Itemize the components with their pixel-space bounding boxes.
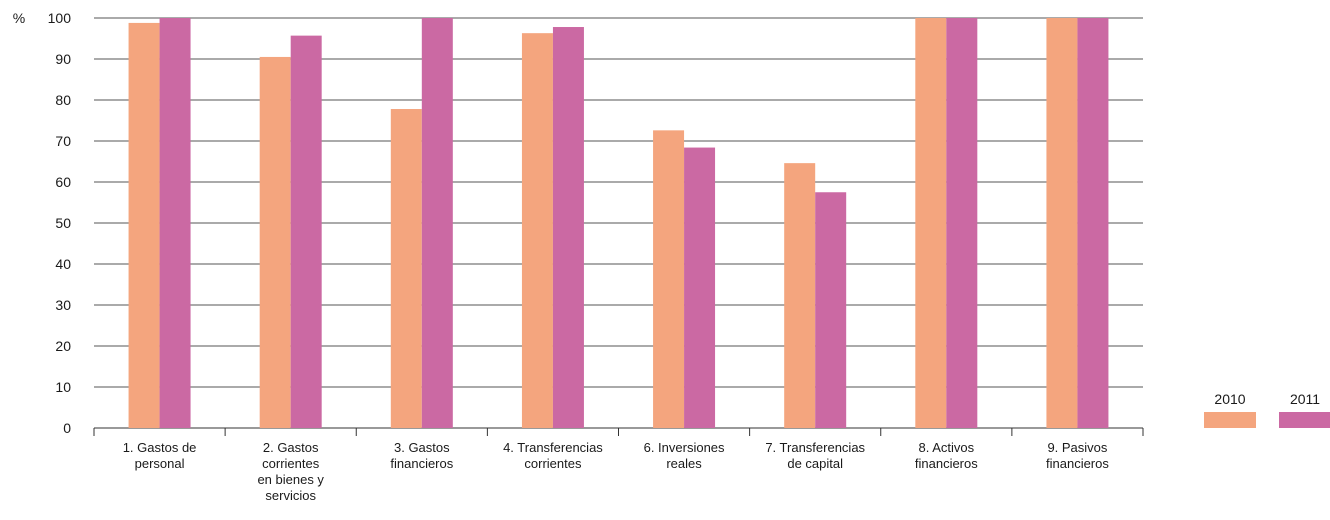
bar-2010-4 bbox=[521, 33, 553, 429]
y-tick-label: 90 bbox=[55, 51, 71, 67]
x-axis bbox=[93, 428, 1144, 436]
bar-2010-6 bbox=[784, 163, 816, 428]
y-tick-label: 50 bbox=[55, 215, 71, 231]
x-category-label: 3. Gastos financieros bbox=[390, 440, 453, 471]
bars bbox=[128, 18, 1109, 429]
bar-2011-7 bbox=[946, 18, 978, 428]
legend-swatch-2011 bbox=[1279, 412, 1330, 428]
legend-label-2011: 2011 bbox=[1290, 391, 1320, 407]
bar-2010-8 bbox=[1046, 18, 1078, 428]
y-tick-label: 40 bbox=[55, 256, 71, 272]
bar-2011-1 bbox=[159, 18, 191, 428]
bar-2011-8 bbox=[1077, 18, 1109, 428]
x-category-label: 2. Gastos corrientes en bienes y servicios bbox=[257, 440, 324, 503]
y-tick-label: 60 bbox=[55, 174, 71, 190]
y-tick-label: 100 bbox=[48, 10, 72, 26]
bar-2010-7 bbox=[915, 18, 947, 428]
bar-2010-3 bbox=[390, 109, 422, 429]
x-category-label: 7. Transferencias de capital bbox=[765, 440, 865, 471]
gridlines bbox=[94, 17, 1143, 429]
x-category-label: 8. Activos financieros bbox=[915, 440, 978, 471]
bar-2010-2 bbox=[259, 56, 291, 428]
bar-2011-3 bbox=[421, 18, 453, 428]
bar-2010-5 bbox=[653, 130, 685, 428]
y-tick-label: 20 bbox=[55, 338, 71, 354]
legend-swatch-2010 bbox=[1204, 412, 1256, 428]
y-tick-label: 30 bbox=[55, 297, 71, 313]
bar-2011-2 bbox=[290, 35, 322, 428]
x-category-label: 6. Inversiones reales bbox=[644, 440, 725, 471]
y-tick-label: 10 bbox=[55, 379, 71, 395]
y-axis: % 0 10 20 30 40 50 60 70 80 90 100 bbox=[13, 10, 71, 436]
y-unit-label: % bbox=[13, 10, 25, 26]
bar-2011-5 bbox=[684, 147, 716, 428]
y-tick-label: 70 bbox=[55, 133, 71, 149]
x-category-label: 1. Gastos de personal bbox=[123, 440, 197, 471]
x-category-label: 9. Pasivos financieros bbox=[1046, 440, 1109, 471]
y-tick-label: 80 bbox=[55, 92, 71, 108]
legend: 2010 2011 bbox=[1204, 391, 1330, 428]
x-category-label: 4. Transferencias corrientes bbox=[503, 440, 603, 471]
bar-2011-4 bbox=[552, 27, 584, 429]
bar-2010-1 bbox=[128, 22, 160, 428]
legend-label-2010: 2010 bbox=[1214, 391, 1245, 407]
bar-2011-6 bbox=[815, 192, 847, 428]
y-tick-label: 0 bbox=[63, 420, 71, 436]
category-labels: 1. Gastos de personal 2. Gastos corrientes e… bbox=[123, 440, 1110, 503]
